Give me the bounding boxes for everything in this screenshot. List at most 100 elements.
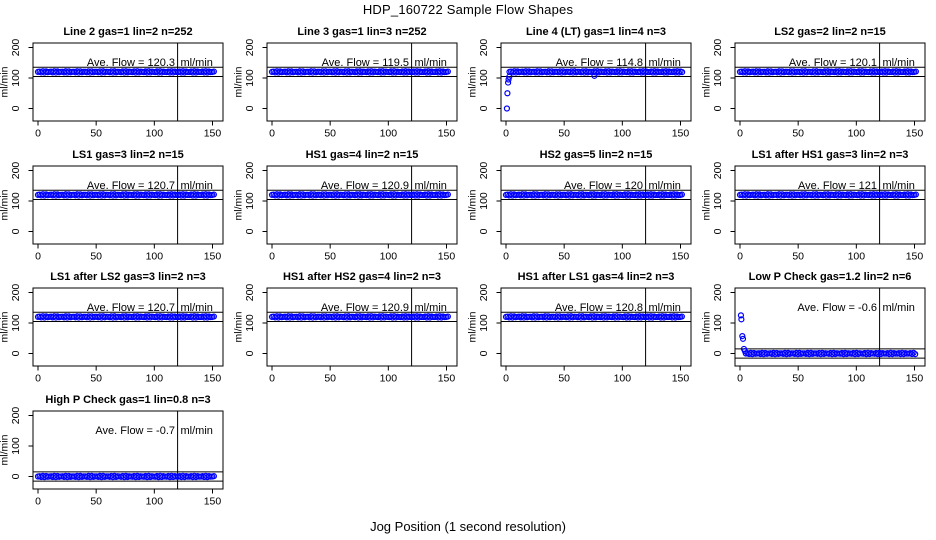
- x-tick-label: 0: [35, 250, 41, 262]
- y-tick-label: 100: [10, 437, 22, 455]
- subplot-title: LS1 after HS1 gas=3 lin=2 n=3: [752, 149, 909, 161]
- ave-flow-unit: ml/min: [181, 302, 213, 314]
- y-tick-label: 200: [10, 161, 22, 179]
- data-point: [912, 68, 919, 75]
- data-point: [912, 351, 919, 358]
- x-tick-label: 100: [614, 250, 632, 262]
- ave-flow-unit: ml/min: [883, 57, 915, 69]
- x-tick-label: 50: [324, 128, 336, 140]
- y-axis-label: ml/min: [0, 66, 11, 97]
- x-tick-label: 50: [324, 373, 336, 385]
- x-tick-label: 0: [269, 250, 275, 262]
- data-point: [505, 76, 512, 83]
- data-point: [503, 105, 511, 112]
- subplot-line-3: Line 3 gas=1 lin=3 n=252 0 100 200 ml/min 0 50…: [234, 26, 458, 140]
- ave-flow-unit: ml/min: [181, 57, 213, 69]
- y-tick-label: 200: [10, 284, 22, 302]
- ave-flow-value: Ave. Flow = -0.7: [95, 425, 175, 437]
- ave-flow-unit: ml/min: [181, 425, 213, 437]
- y-axis-label: ml/min: [234, 311, 245, 342]
- x-tick-label: 100: [146, 250, 164, 262]
- data-point: [504, 90, 511, 97]
- plot-grid: Line 2 gas=1 lin=2 n=252 0 100 200 ml/min 0 50…: [0, 22, 936, 512]
- y-axis-label: ml/min: [468, 189, 479, 220]
- subplot-high-p-check: High P Check gas=1 lin=0.8 n=3 0 100 200 ml/…: [0, 394, 224, 507]
- x-tick-label: 150: [204, 128, 222, 140]
- x-tick-label: 50: [792, 128, 804, 140]
- subplot-title: HS1 after HS2 gas=4 lin=2 n=3: [283, 271, 441, 283]
- x-tick-label: 100: [614, 373, 632, 385]
- x-tick-label: 150: [672, 128, 690, 140]
- subplot-title: LS1 after LS2 gas=3 lin=2 n=3: [50, 271, 206, 283]
- plot-box: [32, 410, 224, 489]
- y-tick-label: 200: [244, 39, 256, 57]
- y-tick-label: 200: [244, 284, 256, 302]
- y-tick-label: 100: [478, 192, 490, 210]
- plot-box: [500, 165, 692, 244]
- data-point: [679, 69, 686, 76]
- data-point: [678, 313, 685, 320]
- y-tick-label: 0: [10, 473, 22, 479]
- subplot-hs1-after-ls1: HS1 after LS1 gas=4 lin=2 n=3 0 100 200 ml/m…: [468, 271, 692, 385]
- data-point: [738, 316, 745, 323]
- x-tick-label: 0: [503, 128, 509, 140]
- y-tick-label: 200: [712, 161, 724, 179]
- ave-flow-unit: ml/min: [883, 180, 915, 192]
- x-tick-label: 50: [90, 495, 102, 507]
- plot-box: [500, 287, 692, 367]
- ave-flow-unit: ml/min: [649, 180, 681, 192]
- ave-flow-value: Ave. Flow = 120: [564, 180, 643, 192]
- data-point: [739, 333, 746, 340]
- ave-flow-unit: ml/min: [649, 302, 681, 314]
- x-tick-label: 100: [848, 250, 866, 262]
- x-tick-label: 100: [146, 128, 164, 140]
- ave-flow-value: Ave. Flow = 120.7: [87, 180, 175, 192]
- plot-box: [734, 165, 926, 244]
- x-tick-label: 100: [848, 128, 866, 140]
- subplot-title: Line 2 gas=1 lin=2 n=252: [63, 26, 192, 38]
- ave-flow-value: Ave. Flow = 120.1: [789, 57, 877, 69]
- y-tick-label: 100: [712, 192, 724, 210]
- ave-flow-unit: ml/min: [181, 180, 213, 192]
- subplot-title: Line 3 gas=1 lin=3 n=252: [297, 26, 426, 38]
- y-axis-label: ml/min: [468, 311, 479, 342]
- x-tick-label: 0: [737, 128, 743, 140]
- ave-flow-value: Ave. Flow = 120.7: [87, 302, 175, 314]
- ave-flow-unit: ml/min: [415, 302, 447, 314]
- x-tick-label: 0: [35, 373, 41, 385]
- y-tick-label: 100: [712, 314, 724, 332]
- y-tick-label: 0: [244, 105, 256, 111]
- plot-box: [266, 165, 458, 244]
- subplot-title: HS2 gas=5 lin=2 n=15: [540, 149, 653, 161]
- y-tick-label: 100: [712, 69, 724, 87]
- data-point: [591, 72, 598, 79]
- y-tick-label: 100: [478, 69, 490, 87]
- x-tick-label: 50: [558, 250, 570, 262]
- y-tick-label: 200: [10, 406, 22, 424]
- y-axis-label: ml/min: [0, 434, 11, 465]
- subplot-line-2: Line 2 gas=1 lin=2 n=252 0 100 200 ml/min 0 50…: [0, 26, 224, 140]
- ave-flow-unit: ml/min: [415, 180, 447, 192]
- x-tick-label: 150: [906, 373, 924, 385]
- y-tick-label: 100: [478, 314, 490, 332]
- x-tick-label: 100: [146, 495, 164, 507]
- y-axis-label: ml/min: [234, 189, 245, 220]
- subplot-title: HS1 gas=4 lin=2 n=15: [306, 149, 419, 161]
- data-point: [210, 190, 217, 198]
- x-tick-label: 150: [906, 128, 924, 140]
- x-tick-label: 150: [204, 495, 222, 507]
- x-tick-label: 150: [438, 128, 456, 140]
- y-tick-label: 100: [244, 314, 256, 332]
- data-point: [210, 472, 217, 479]
- x-tick-label: 100: [380, 250, 398, 262]
- x-tick-label: 150: [438, 250, 456, 262]
- y-tick-label: 200: [712, 39, 724, 57]
- y-tick-label: 100: [10, 192, 22, 210]
- x-tick-label: 0: [269, 128, 275, 140]
- data-point: [210, 313, 217, 320]
- plot-box: [734, 287, 926, 367]
- y-tick-label: 0: [712, 228, 724, 234]
- subplot-title: Line 4 (LT) gas=1 lin=4 n=3: [526, 26, 666, 38]
- x-tick-label: 150: [204, 250, 222, 262]
